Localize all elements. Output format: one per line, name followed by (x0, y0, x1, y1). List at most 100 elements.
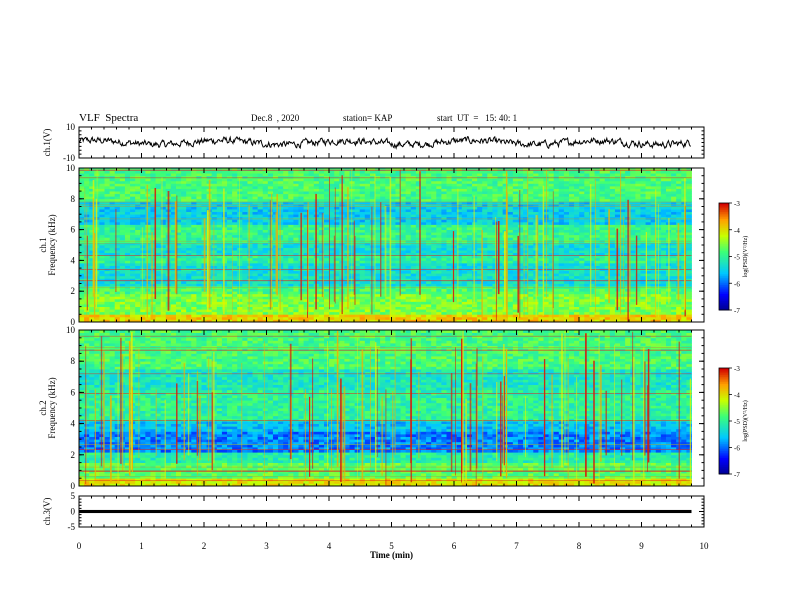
spectrogram-cell (318, 265, 325, 269)
spectrogram-cell (477, 265, 483, 269)
spectrogram-cell (145, 311, 151, 315)
spectrogram-cell (109, 232, 116, 236)
spectrogram-cell (124, 175, 131, 179)
spectrogram-cell (150, 309, 156, 313)
spectrogram-cell (410, 173, 417, 177)
spectrogram-cell (380, 293, 386, 297)
spectrogram-cell (227, 221, 233, 225)
spectrogram-cell (329, 188, 335, 192)
spectrogram-cell (472, 283, 478, 287)
spectrogram-cell (410, 273, 417, 277)
spectrogram-cell (375, 265, 381, 269)
spectrogram-cell (364, 237, 371, 241)
spectrogram-cell (283, 306, 289, 310)
spectrogram-cell (431, 250, 437, 254)
spectrogram-cell (114, 237, 121, 241)
spectrogram-cell (155, 291, 162, 295)
spectrogram-cell (79, 304, 85, 307)
spectrogram-cell (109, 245, 116, 248)
spectrogram-cell (318, 280, 325, 284)
spectrogram-cell (119, 273, 126, 277)
spectrogram-cell (313, 175, 320, 179)
spectrogram-cell (441, 216, 447, 220)
spectrogram-cell (257, 175, 264, 179)
ch1-trace (78, 135, 691, 150)
spectrogram-cell (293, 252, 299, 256)
spectrogram-cell (431, 291, 437, 295)
spectrogram-cell (227, 245, 233, 248)
spectrogram-cell (227, 219, 233, 223)
spectrogram-cell (354, 293, 361, 297)
spectrogram-cell (293, 209, 299, 213)
spectrogram-cell (472, 178, 478, 182)
spectrogram-cell (318, 221, 325, 225)
spectrogram-cell (283, 216, 289, 220)
spectrogram-cell (221, 229, 228, 233)
spectrogram-cell (461, 214, 468, 218)
spectrogram-cell (472, 273, 478, 277)
spectrogram-cell (472, 260, 478, 264)
spectrogram-cell (104, 316, 111, 320)
spectrogram-cell (94, 316, 100, 320)
spectrogram-cell (354, 252, 361, 256)
spectrogram-cell (262, 306, 269, 310)
spectrogram-cell (400, 301, 407, 305)
spectrogram-cell (446, 311, 452, 315)
spectrogram-cell (99, 196, 105, 200)
spectrogram-cell (160, 175, 167, 179)
spectrogram-cell (216, 216, 223, 220)
spectrogram-cell (135, 234, 141, 238)
spectrogram-cell (196, 314, 202, 318)
spectrogram-cell (99, 178, 105, 182)
spectrogram-cell (400, 288, 407, 292)
spectrogram-cell (415, 301, 422, 305)
spectrogram-cell (451, 275, 458, 279)
spectrogram-cell (99, 291, 105, 295)
spectrogram-cell (426, 280, 432, 284)
spectrogram-cell (216, 293, 223, 297)
spectrogram-cell (364, 188, 371, 192)
spectrogram-cell (329, 214, 335, 218)
spectrogram-cell (477, 273, 483, 277)
spectrogram-cell (369, 234, 376, 238)
spectrogram-cell (466, 234, 473, 238)
spectrogram-cell (89, 183, 95, 187)
spectrogram-cell (415, 280, 422, 284)
spectrogram-cell (104, 280, 111, 284)
spectrogram-cell (242, 191, 248, 195)
spectrogram-cell (221, 273, 228, 277)
spectrogram-cell (181, 273, 187, 277)
spectrogram-cell (436, 211, 442, 215)
spectrogram-cell (99, 252, 105, 256)
spectrogram-cell (145, 242, 151, 246)
spectrogram-cell (293, 262, 299, 266)
spectrogram-cell (252, 224, 259, 228)
spectrogram-cell (303, 314, 310, 318)
spectrogram-cell (395, 185, 401, 189)
spectrogram-cell (135, 275, 141, 279)
spectrogram-cell (349, 288, 356, 292)
spectrogram-cell (262, 180, 269, 184)
spectrogram-cell (415, 193, 422, 197)
spectrogram-cell (278, 219, 284, 223)
spectrogram-cell (446, 224, 452, 228)
spectrogram-cell (247, 229, 253, 233)
spectrogram-cell (293, 316, 299, 320)
spectrogram-cell (349, 216, 356, 220)
spectrogram-cell (140, 211, 146, 215)
spectrogram-cell (109, 234, 116, 238)
spectrogram-cell (262, 298, 269, 302)
spectrogram-cell (160, 257, 167, 261)
spectrogram-cell (206, 178, 213, 182)
spectrogram-cell (369, 198, 376, 202)
spectrogram-cell (227, 201, 233, 205)
spectrogram-cell (420, 293, 427, 297)
spectrogram-cell (170, 185, 177, 189)
spectrogram-cell (272, 309, 279, 313)
spectrogram-cell (252, 306, 259, 310)
spectrogram-cell (242, 229, 248, 233)
spectrogram-cell (359, 262, 366, 266)
spectrogram-cell (400, 283, 407, 287)
spectrogram-cell (477, 227, 483, 230)
spectrogram-cell (155, 183, 162, 187)
